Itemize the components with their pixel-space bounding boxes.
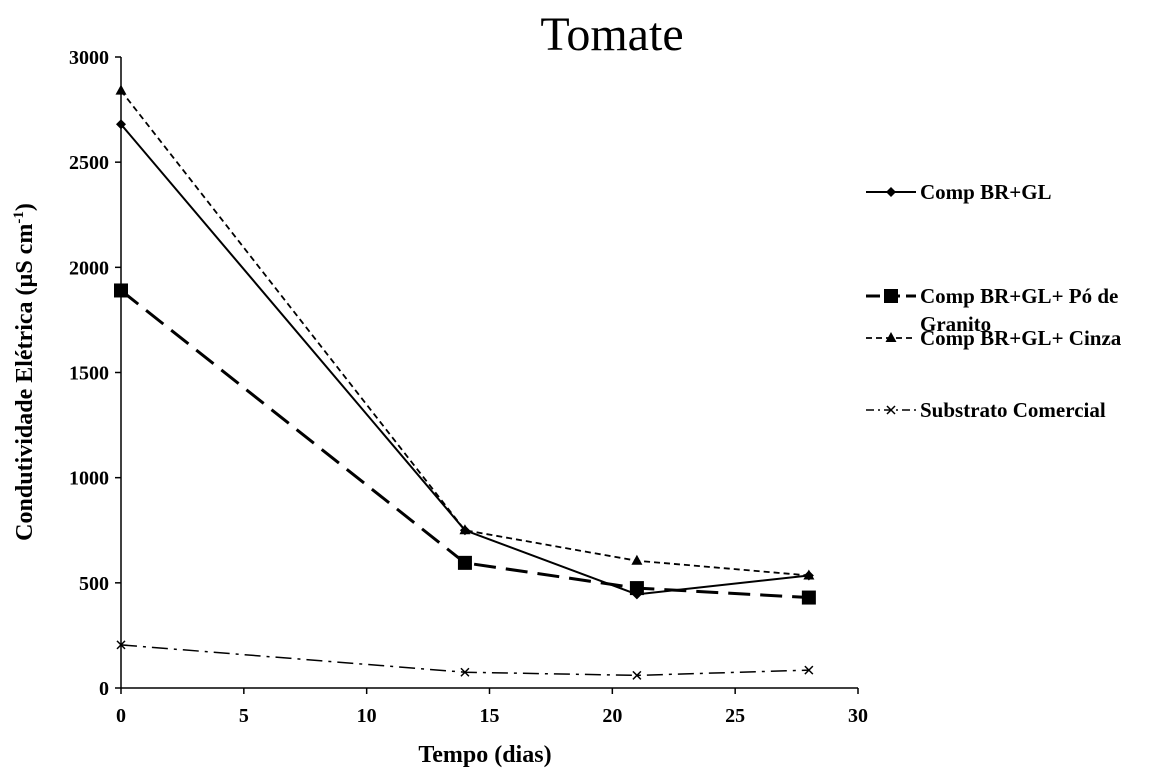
legend-label: Substrato Comercial bbox=[920, 398, 1106, 422]
y-tick-label: 1000 bbox=[69, 468, 109, 490]
legend-item: Comp BR+GL+ Cinza bbox=[866, 326, 1122, 350]
x-tick-label: 0 bbox=[116, 705, 126, 727]
y-tick-label: 3000 bbox=[69, 47, 109, 69]
series-line bbox=[120, 644, 809, 677]
data-point bbox=[457, 555, 472, 570]
data-point bbox=[114, 283, 128, 298]
data-point bbox=[459, 524, 471, 535]
data-point bbox=[116, 640, 126, 650]
data-point bbox=[460, 667, 470, 677]
legend-item: Substrato Comercial bbox=[866, 398, 1106, 422]
y-axis-label-main: Condutividade Elétrica (µS cm bbox=[12, 224, 38, 541]
data-point bbox=[804, 665, 814, 675]
data-point bbox=[803, 569, 815, 580]
x-ticks: 0 5 10 15 20 25 30 bbox=[116, 688, 868, 727]
x-axis-label: Tempo (dias) bbox=[418, 742, 551, 768]
legend-swatch-marker bbox=[886, 405, 896, 415]
data-point bbox=[801, 590, 816, 605]
legend-label: Comp BR+GL bbox=[920, 180, 1052, 204]
x-tick-label: 25 bbox=[725, 705, 745, 727]
legend-label: Comp BR+GL+ Pó de bbox=[920, 284, 1118, 308]
data-point bbox=[115, 84, 127, 95]
series-3 bbox=[115, 84, 815, 580]
legend-label: Granito bbox=[920, 312, 991, 336]
chart-title: Tomate bbox=[540, 8, 683, 61]
legend-swatch-marker bbox=[886, 187, 896, 197]
x-tick-label: 30 bbox=[848, 705, 868, 727]
series-layer bbox=[114, 84, 816, 680]
plot-area: 0 5 10 15 20 25 30 0 500 1000 1500 2000 2500 3000 bbox=[69, 47, 868, 727]
series-line bbox=[120, 289, 809, 600]
x-tick-label: 10 bbox=[357, 705, 377, 727]
series-line bbox=[120, 90, 809, 577]
y-tick-label: 1500 bbox=[69, 363, 109, 385]
x-tick-label: 20 bbox=[602, 705, 622, 727]
data-point bbox=[631, 554, 643, 565]
x-tick-label: 15 bbox=[480, 705, 500, 727]
data-point bbox=[116, 119, 126, 130]
legend-item: Comp BR+GL bbox=[866, 180, 1052, 204]
y-axis-label-superscript: -1 bbox=[11, 211, 27, 224]
legend-label: Comp BR+GL+ Cinza bbox=[920, 326, 1122, 350]
series-2 bbox=[114, 283, 816, 605]
y-tick-label: 2000 bbox=[69, 257, 109, 279]
series-line bbox=[120, 123, 809, 596]
y-tick-label: 2500 bbox=[69, 152, 109, 174]
legend-swatch-marker bbox=[885, 332, 897, 342]
legend-swatch-marker bbox=[884, 289, 898, 303]
series-4 bbox=[116, 640, 814, 680]
y-ticks: 0 500 1000 1500 2000 2500 3000 bbox=[69, 47, 121, 700]
legend-item: Comp BR+GL+ Pó de Granito bbox=[866, 284, 1118, 336]
y-tick-label: 500 bbox=[79, 573, 109, 595]
data-point bbox=[632, 670, 642, 680]
y-axis-label: Condutividade Elétrica (µS cm-1) bbox=[11, 203, 38, 541]
x-tick-label: 5 bbox=[239, 705, 249, 727]
y-axis-label-tail: ) bbox=[12, 203, 38, 211]
y-tick-label: 0 bbox=[99, 678, 109, 700]
data-point bbox=[629, 581, 644, 596]
